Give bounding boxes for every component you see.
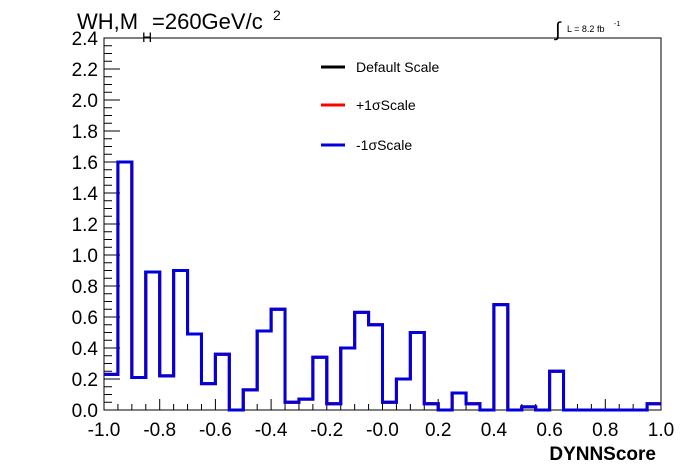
x-tick-label: -1.0 bbox=[88, 420, 121, 441]
x-tick-label: 0.8 bbox=[592, 420, 618, 441]
title-subscript: H bbox=[142, 29, 152, 45]
luminosity-label: ∫ L = 8.2 fb -1 bbox=[554, 19, 620, 41]
x-tick-label: 0.6 bbox=[536, 420, 562, 441]
y-tick-label: 0.6 bbox=[72, 308, 98, 329]
y-tick-label: 1.8 bbox=[72, 122, 98, 143]
x-tick-label: -0.6 bbox=[199, 420, 232, 441]
x-tick-label: -0.2 bbox=[310, 420, 343, 441]
y-tick-label: 1.4 bbox=[72, 184, 99, 205]
x-tick-label: 0.4 bbox=[481, 420, 508, 441]
y-tick-label: 2.0 bbox=[72, 91, 98, 112]
y-tick-label: 2.4 bbox=[72, 29, 99, 50]
legend-label-minus-sigma: -1σScale bbox=[356, 137, 412, 153]
y-tick-label: 1.0 bbox=[72, 246, 98, 267]
legend: Default Scale +1σScale -1σScale bbox=[321, 59, 439, 153]
legend-label-default-scale: Default Scale bbox=[356, 59, 439, 75]
plot-title: WH,M H =260GeV/c 2 bbox=[77, 7, 281, 45]
y-tick-label: 2.2 bbox=[72, 60, 98, 81]
series-layer bbox=[104, 160, 661, 412]
y-tick-label: 0.0 bbox=[72, 401, 98, 422]
x-tick-label: -0.8 bbox=[143, 420, 176, 441]
legend-label-plus-sigma: +1σScale bbox=[356, 97, 416, 113]
title-superscript: 2 bbox=[273, 7, 281, 23]
title-value: =260GeV/c bbox=[152, 9, 263, 34]
lumi-text: L = 8.2 fb bbox=[567, 24, 604, 34]
series-line-2 bbox=[104, 160, 661, 412]
lumi-superscript: -1 bbox=[614, 21, 620, 28]
x-tick-label: 1.0 bbox=[648, 420, 674, 441]
y-tick-label: 0.4 bbox=[72, 339, 99, 360]
x-tick-label: 0.2 bbox=[425, 420, 451, 441]
x-axis-title: DYNNScore bbox=[549, 444, 656, 465]
integral-symbol: ∫ bbox=[554, 19, 562, 41]
y-tick-label: 1.6 bbox=[72, 153, 98, 174]
title-prefix: WH,M bbox=[77, 9, 138, 34]
x-tick-label: -0.4 bbox=[255, 420, 288, 441]
y-tick-label: 1.2 bbox=[72, 215, 98, 236]
y-tick-label: 0.8 bbox=[72, 277, 98, 298]
x-tick-label: -0.0 bbox=[366, 420, 399, 441]
axes: -1.0 -0.8 -0.6 -0.4 -0.2 -0.0 0.2 0.4 0.6 0.8 1.0 0… bbox=[72, 29, 675, 441]
y-tick-label: 0.2 bbox=[72, 370, 98, 391]
